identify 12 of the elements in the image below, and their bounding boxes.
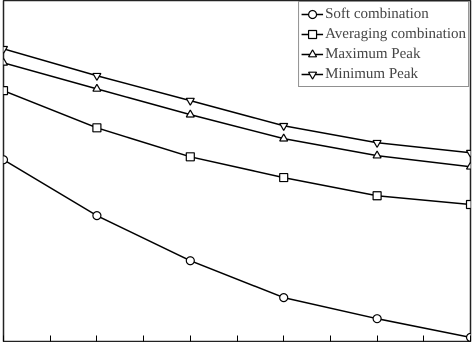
point — [279, 293, 288, 302]
legend-label: Minimum Peak — [325, 66, 418, 82]
point — [186, 152, 195, 162]
point — [279, 133, 288, 142]
legend-label: Maximum Peak — [325, 46, 420, 62]
point — [186, 98, 195, 106]
legend-label: Averaging combination — [325, 26, 466, 42]
point — [279, 122, 288, 131]
point — [186, 256, 195, 266]
legend-label: Soft combination — [325, 6, 429, 22]
point — [186, 109, 195, 118]
point — [279, 172, 288, 182]
